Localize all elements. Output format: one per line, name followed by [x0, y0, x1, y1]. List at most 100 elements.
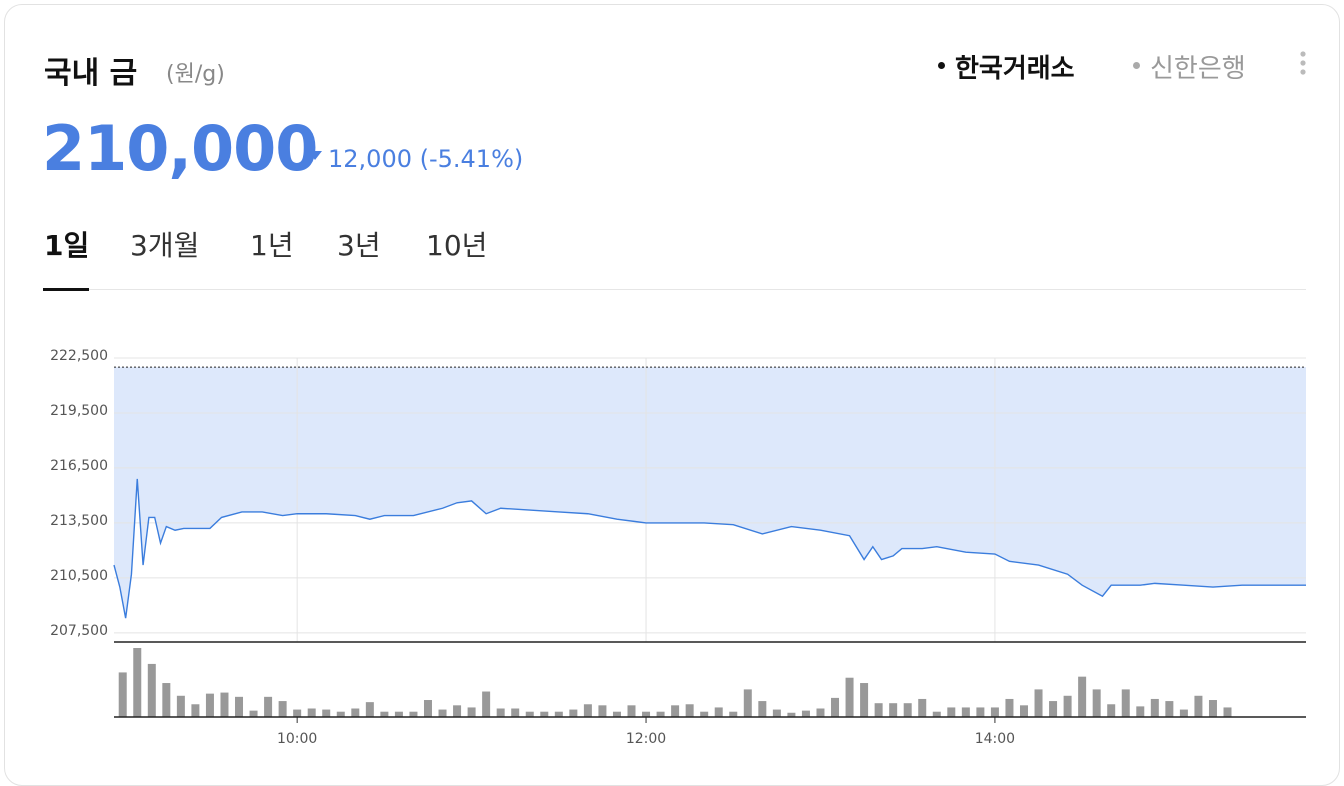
- volume-bar: [758, 701, 767, 717]
- volume-bar: [627, 705, 636, 717]
- y-tick-label: 216,500: [50, 458, 108, 474]
- volume-bar: [1063, 695, 1072, 717]
- period-tab[interactable]: 10년: [426, 229, 488, 262]
- volume-bar: [918, 698, 927, 717]
- y-tick-label: 222,500: [50, 348, 108, 364]
- volume-bar: [845, 677, 854, 717]
- volume-bar: [787, 712, 796, 717]
- volume-bar: [1179, 709, 1188, 717]
- volume-bar: [671, 705, 680, 717]
- volume-bar: [453, 705, 462, 717]
- bullet: [938, 62, 945, 69]
- price-line: [113, 478, 1306, 619]
- volume-bar: [801, 710, 810, 717]
- area: [114, 367, 1306, 619]
- volume-bar: [394, 711, 403, 717]
- chart: 207,500 210,500 213,500 216,500 219,500 222,5…: [50, 348, 1306, 747]
- x-tick-label: 12:00: [626, 731, 666, 747]
- volume-bar: [496, 708, 505, 717]
- volume-bar: [1121, 689, 1130, 717]
- volume-bar: [1150, 698, 1159, 717]
- volume-bar: [656, 711, 665, 717]
- volume-bar: [322, 709, 331, 717]
- volume-bar: [162, 683, 171, 717]
- volume-bar: [220, 692, 229, 717]
- source-tab[interactable]: 신한은행: [1150, 54, 1246, 84]
- volume-bar: [947, 707, 956, 717]
- volume-bar: [976, 707, 985, 717]
- volume-bar: [336, 711, 345, 717]
- volume-bar: [1034, 689, 1043, 717]
- volume-bar: [569, 709, 578, 717]
- bullet: [1133, 62, 1140, 69]
- y-tick-label: 207,500: [50, 623, 108, 639]
- volume-bar: [612, 711, 621, 717]
- volume-bar: [423, 700, 432, 717]
- unit: (원/g): [166, 62, 225, 87]
- volume-bar: [729, 711, 738, 717]
- more-menu[interactable]: [1298, 50, 1308, 78]
- volume-bar: [1107, 704, 1116, 717]
- volume-bar: [176, 695, 185, 717]
- volume-bar: [831, 697, 840, 717]
- title: 국내 금: [44, 56, 138, 91]
- volume-bar: [1019, 705, 1028, 717]
- volume-bar: [1208, 700, 1217, 717]
- source-tab[interactable]: 한국거래소: [955, 54, 1075, 84]
- volume-bar: [1005, 698, 1014, 717]
- volume-bar: [642, 711, 651, 717]
- y-tick-label: 210,500: [50, 568, 108, 584]
- period-tab[interactable]: 1년: [250, 229, 294, 262]
- volume-bar: [482, 691, 491, 717]
- volume-bar: [205, 693, 214, 717]
- x-tick-label: 14:00: [975, 731, 1015, 747]
- tab-divider: [43, 289, 1306, 290]
- volume-bar: [1194, 695, 1203, 717]
- volume-bar: [743, 689, 752, 717]
- volume-bar: [293, 709, 302, 717]
- y-tick-label: 219,500: [50, 403, 108, 419]
- volume-bar: [351, 708, 360, 717]
- volume-bar: [685, 704, 694, 717]
- volume-bar: [874, 703, 883, 717]
- volume-bar: [118, 672, 127, 717]
- volume-bar: [133, 648, 142, 717]
- volume-bar: [714, 707, 723, 717]
- x-tick-label: 10:00: [277, 731, 317, 747]
- volume-bar: [772, 709, 781, 717]
- volume-bar: [380, 711, 389, 717]
- volume-bar: [932, 711, 941, 717]
- volume-bar: [903, 703, 912, 717]
- volume-bar: [249, 710, 258, 717]
- volume-bar: [409, 711, 418, 717]
- volume-bar: [540, 711, 549, 717]
- volume-bar: [264, 696, 273, 717]
- volume-bar: [467, 707, 476, 717]
- volume-bar: [598, 705, 607, 717]
- volume-bar: [438, 709, 447, 717]
- volume-bar: [700, 711, 709, 717]
- volume-bar: [1092, 689, 1101, 717]
- period-tab[interactable]: 3개월: [130, 229, 200, 262]
- volume-bar: [554, 711, 563, 717]
- volume-bar: [525, 711, 534, 717]
- volume-bar: [147, 663, 156, 717]
- page: 국내 금 (원/g) 210,000 12,000 (-5.41%) 한국거래소…: [4, 4, 1340, 786]
- volume-bar: [511, 708, 520, 717]
- volume-bar: [1165, 701, 1174, 717]
- price: 210,000: [42, 112, 318, 185]
- volume-bar: [961, 707, 970, 717]
- volume-bar: [307, 708, 316, 717]
- volume-bar: [278, 701, 287, 717]
- volume-bar: [1223, 707, 1232, 717]
- period-tab[interactable]: 3년: [337, 229, 381, 262]
- volume-bar: [191, 704, 200, 717]
- volume-bar: [816, 708, 825, 717]
- change: 12,000 (-5.41%): [328, 145, 524, 173]
- period-tab[interactable]: 1일: [44, 229, 90, 262]
- volume-bar: [1136, 706, 1145, 717]
- volume-bar: [889, 703, 898, 717]
- y-tick-label: 213,500: [50, 513, 108, 529]
- volume-bar: [583, 704, 592, 717]
- volume-bar: [990, 707, 999, 717]
